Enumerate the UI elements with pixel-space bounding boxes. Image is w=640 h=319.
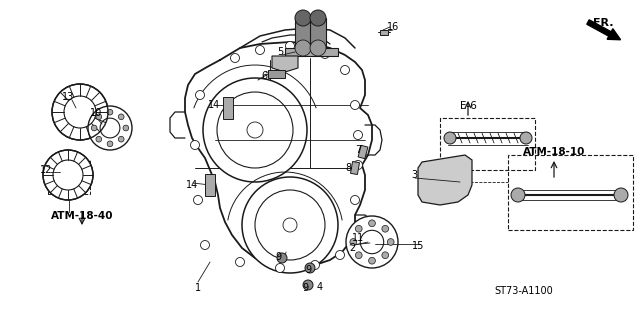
Text: 9: 9 — [275, 252, 281, 262]
Text: 8: 8 — [345, 163, 351, 173]
Circle shape — [255, 46, 264, 55]
Circle shape — [305, 263, 315, 273]
Circle shape — [275, 263, 285, 272]
Circle shape — [255, 190, 325, 260]
FancyArrow shape — [587, 20, 621, 40]
Bar — [48, 160, 90, 194]
Circle shape — [382, 252, 388, 259]
Circle shape — [353, 160, 362, 169]
Text: FR.: FR. — [593, 18, 613, 28]
Text: 13: 13 — [62, 92, 74, 102]
Circle shape — [107, 109, 113, 115]
Circle shape — [387, 239, 394, 245]
Circle shape — [236, 257, 244, 266]
Circle shape — [52, 84, 108, 140]
Bar — [508, 155, 633, 230]
Circle shape — [520, 132, 532, 144]
Text: 9: 9 — [305, 265, 311, 275]
Polygon shape — [310, 18, 326, 48]
Circle shape — [310, 10, 326, 26]
Bar — [440, 118, 535, 170]
Circle shape — [351, 196, 360, 204]
Text: 14: 14 — [186, 180, 198, 190]
Text: ST73-A1100: ST73-A1100 — [495, 286, 554, 296]
Circle shape — [92, 125, 97, 131]
Text: ATM-18-10: ATM-18-10 — [523, 147, 585, 157]
Circle shape — [242, 177, 338, 273]
Text: 6: 6 — [261, 71, 267, 81]
Circle shape — [88, 106, 132, 150]
Circle shape — [203, 78, 307, 182]
Circle shape — [107, 141, 113, 147]
Circle shape — [444, 132, 456, 144]
Polygon shape — [295, 18, 311, 48]
Circle shape — [614, 188, 628, 202]
Circle shape — [382, 226, 388, 232]
Circle shape — [295, 40, 311, 56]
Polygon shape — [272, 56, 298, 72]
Circle shape — [310, 40, 326, 56]
Circle shape — [350, 239, 356, 245]
Text: 3: 3 — [411, 170, 417, 180]
Polygon shape — [223, 97, 233, 119]
Text: 7: 7 — [355, 145, 361, 155]
Circle shape — [295, 10, 311, 26]
Text: 15: 15 — [412, 241, 424, 251]
Polygon shape — [351, 161, 360, 174]
Circle shape — [195, 91, 205, 100]
Circle shape — [123, 125, 129, 131]
Circle shape — [193, 196, 202, 204]
Text: 9: 9 — [302, 283, 308, 293]
Circle shape — [310, 261, 319, 270]
Text: 11: 11 — [352, 233, 364, 243]
Circle shape — [369, 220, 376, 227]
Circle shape — [230, 54, 239, 63]
Circle shape — [277, 253, 287, 263]
Polygon shape — [268, 70, 285, 78]
Circle shape — [283, 218, 297, 232]
Text: 1: 1 — [195, 283, 201, 293]
Circle shape — [351, 100, 360, 109]
Text: 10: 10 — [90, 108, 102, 118]
Text: 14: 14 — [208, 100, 220, 110]
Circle shape — [353, 130, 362, 139]
Circle shape — [355, 226, 362, 232]
Polygon shape — [380, 29, 388, 34]
Polygon shape — [205, 174, 215, 196]
Circle shape — [191, 140, 200, 150]
Circle shape — [360, 230, 384, 254]
Circle shape — [340, 65, 349, 75]
Circle shape — [96, 136, 102, 142]
Circle shape — [285, 41, 294, 50]
Text: ATM-18-40: ATM-18-40 — [51, 211, 113, 221]
Circle shape — [335, 250, 344, 259]
Circle shape — [247, 122, 263, 138]
Text: 16: 16 — [387, 22, 399, 32]
Circle shape — [118, 114, 124, 120]
Polygon shape — [285, 48, 338, 56]
Text: 5: 5 — [277, 47, 283, 57]
Text: 4: 4 — [317, 282, 323, 292]
Circle shape — [200, 241, 209, 249]
Text: 2: 2 — [349, 243, 355, 253]
Circle shape — [348, 231, 356, 240]
Circle shape — [321, 49, 330, 58]
Text: 12: 12 — [40, 165, 52, 175]
Circle shape — [118, 136, 124, 142]
Circle shape — [355, 252, 362, 259]
Polygon shape — [418, 155, 472, 205]
Text: E-6: E-6 — [460, 101, 476, 111]
Circle shape — [511, 188, 525, 202]
Circle shape — [369, 257, 376, 264]
Circle shape — [100, 118, 120, 138]
Polygon shape — [358, 145, 368, 159]
Circle shape — [303, 280, 313, 290]
Circle shape — [346, 216, 398, 268]
Circle shape — [43, 150, 93, 200]
Circle shape — [96, 114, 102, 120]
Circle shape — [217, 92, 293, 168]
